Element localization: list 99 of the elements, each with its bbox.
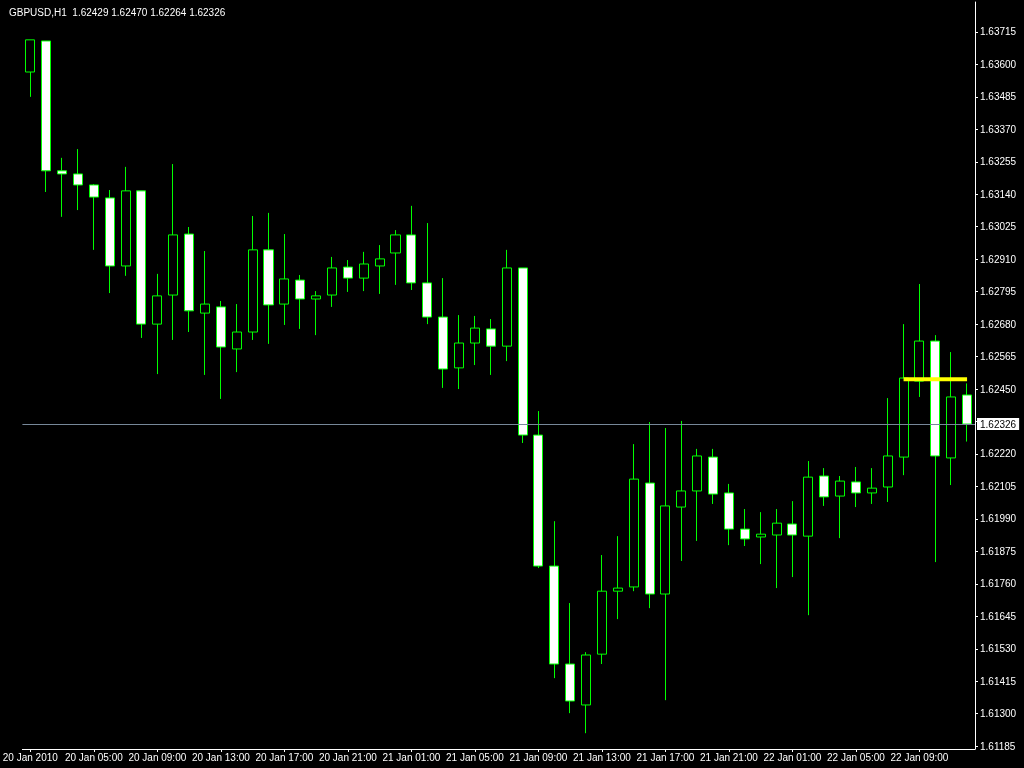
y-tick-label: 1.61990 bbox=[980, 513, 1017, 525]
y-tick-label: 1.62910 bbox=[980, 253, 1017, 265]
x-tick-label: 21 Jan 21:00 bbox=[700, 751, 759, 763]
candlestick bbox=[803, 460, 813, 616]
x-tick-label: 20 Jan 13:00 bbox=[191, 751, 251, 763]
candlestick bbox=[168, 163, 178, 341]
y-tick-label: 1.61300 bbox=[980, 708, 1017, 720]
candlestick bbox=[25, 39, 35, 98]
candlestick bbox=[438, 277, 448, 389]
x-tick-label: 21 Jan 05:00 bbox=[445, 751, 505, 763]
candlestick bbox=[359, 251, 369, 292]
candlestick bbox=[518, 267, 528, 444]
candlestick bbox=[232, 303, 242, 373]
candlestick bbox=[772, 508, 782, 589]
candlestick bbox=[311, 290, 321, 336]
candlestick bbox=[136, 190, 146, 339]
candlestick bbox=[470, 315, 480, 366]
x-tick-label: 21 Jan 09:00 bbox=[509, 751, 568, 763]
candlestick bbox=[216, 300, 226, 400]
candlestick bbox=[486, 318, 496, 376]
y-tick-label: 1.63600 bbox=[980, 58, 1017, 70]
candlestick bbox=[89, 183, 99, 251]
y-tick-label: 1.61875 bbox=[980, 545, 1017, 557]
x-tick-label: 20 Jan 05:00 bbox=[64, 751, 124, 763]
candlestick bbox=[390, 229, 401, 286]
candlestick bbox=[899, 323, 909, 476]
candlestick bbox=[724, 483, 734, 546]
candlestick bbox=[835, 475, 845, 539]
y-tick-label: 1.62105 bbox=[980, 480, 1017, 492]
candlestick bbox=[565, 602, 575, 714]
candlestick bbox=[883, 397, 893, 503]
candlestick bbox=[343, 259, 353, 293]
candlestick bbox=[73, 148, 83, 211]
candlestick bbox=[57, 157, 67, 218]
candlestick bbox=[295, 274, 305, 330]
x-tick-label: 21 Jan 01:00 bbox=[382, 751, 441, 763]
candlestick bbox=[533, 410, 543, 569]
y-tick-label: 1.62795 bbox=[980, 286, 1017, 298]
candlestick bbox=[597, 554, 607, 665]
x-tick-label: 20 Jan 17:00 bbox=[255, 751, 314, 763]
candlestick bbox=[184, 226, 194, 333]
y-tick-label: 1.63370 bbox=[980, 123, 1017, 135]
x-tick-label: 20 Jan 09:00 bbox=[128, 751, 187, 763]
candlestick bbox=[152, 273, 162, 375]
candlestick bbox=[708, 448, 718, 505]
candlestick bbox=[819, 467, 829, 507]
candlestick bbox=[676, 420, 686, 562]
candlestick bbox=[200, 250, 210, 376]
x-tick-label: 20 Jan 21:00 bbox=[318, 751, 378, 763]
candlestick bbox=[962, 382, 972, 443]
y-tick-label: 1.63025 bbox=[980, 221, 1017, 233]
candlestick bbox=[454, 314, 464, 390]
y-tick-label: 1.63140 bbox=[980, 188, 1017, 200]
candlestick bbox=[740, 508, 750, 547]
candlestick bbox=[914, 283, 924, 398]
candlestick bbox=[406, 205, 416, 291]
candlestick bbox=[756, 511, 766, 565]
candlestick bbox=[502, 249, 512, 362]
candlestick bbox=[645, 421, 655, 609]
x-tick-label: 22 Jan 01:00 bbox=[763, 751, 822, 763]
x-tick-label: 22 Jan 09:00 bbox=[890, 751, 949, 763]
y-tick-label: 1.63715 bbox=[980, 26, 1017, 38]
y-tick-label: 1.62565 bbox=[980, 351, 1017, 363]
candlestick bbox=[327, 256, 337, 308]
x-tick-label: 20 Jan 2010 bbox=[2, 751, 59, 763]
x-tick-label: 21 Jan 17:00 bbox=[636, 751, 695, 763]
x-tick-label: 21 Jan 13:00 bbox=[572, 751, 632, 763]
candlestick bbox=[248, 215, 258, 341]
candlestick bbox=[613, 535, 623, 620]
ref-line-label: 1.62326 bbox=[980, 418, 1017, 430]
candlestick bbox=[660, 427, 670, 701]
candlestick bbox=[422, 222, 432, 325]
candlestick bbox=[581, 651, 591, 734]
y-tick-label: 1.62220 bbox=[980, 448, 1017, 460]
candlestick bbox=[375, 244, 385, 295]
y-tick-label: 1.61645 bbox=[980, 610, 1017, 622]
candlestick bbox=[41, 40, 51, 193]
y-tick-label: 1.61760 bbox=[980, 578, 1017, 590]
y-tick-label: 1.62450 bbox=[980, 383, 1017, 395]
chart-title: GBPUSD,H1 1.62429 1.62470 1.62264 1.62326 bbox=[9, 6, 226, 18]
candlestick bbox=[263, 212, 274, 345]
candlestick bbox=[930, 334, 940, 563]
y-tick-label: 1.63485 bbox=[980, 91, 1017, 103]
y-tick-label: 1.62680 bbox=[980, 318, 1017, 330]
x-tick-label: 22 Jan 05:00 bbox=[827, 751, 886, 763]
y-tick-label: 1.61415 bbox=[980, 675, 1017, 687]
candlestick bbox=[851, 466, 861, 508]
candlestick bbox=[549, 520, 559, 679]
candlestick bbox=[105, 189, 115, 294]
candlestick bbox=[787, 500, 797, 578]
y-tick-label: 1.61185 bbox=[980, 740, 1016, 752]
candlestick bbox=[946, 351, 956, 486]
candlestick bbox=[279, 233, 289, 326]
y-tick-label: 1.63255 bbox=[980, 156, 1017, 168]
candlestick bbox=[121, 166, 131, 277]
candlestick bbox=[692, 448, 702, 542]
candlestick bbox=[629, 443, 639, 592]
candlestick bbox=[867, 467, 877, 505]
y-tick-label: 1.61530 bbox=[980, 643, 1017, 655]
